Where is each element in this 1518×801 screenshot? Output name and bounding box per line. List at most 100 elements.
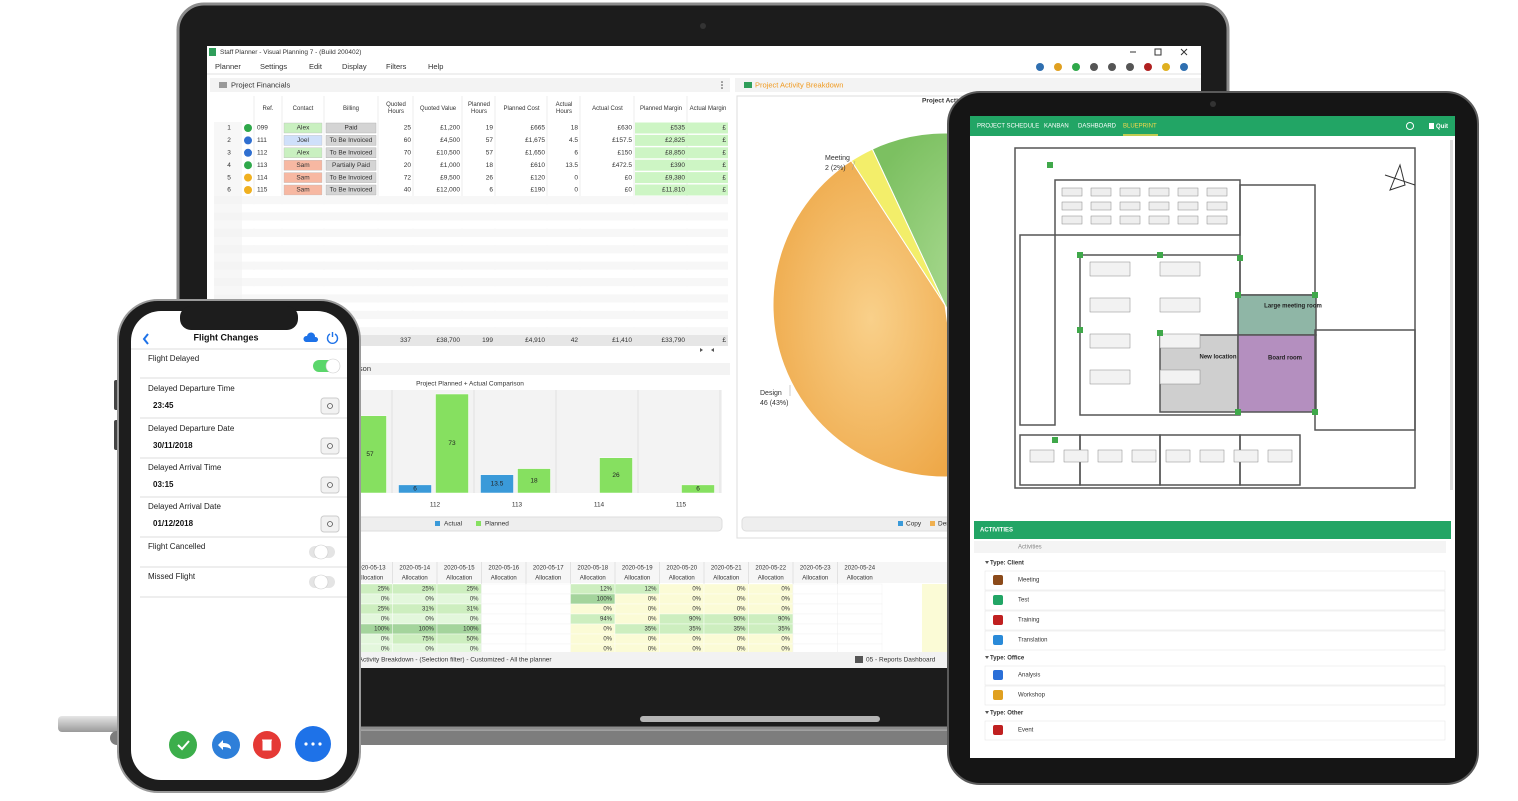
activity-item[interactable]: Translation — [1018, 638, 1047, 644]
menu-item[interactable]: Display — [342, 62, 367, 71]
cell: £ — [722, 125, 726, 132]
activity-item[interactable]: Workshop — [1018, 693, 1046, 699]
column-header: Actual Hours — [556, 102, 573, 115]
toolbar-icon[interactable] — [1126, 63, 1134, 71]
panel-menu-dot — [721, 84, 723, 86]
toolbar-icon[interactable] — [1054, 63, 1062, 71]
more-dot — [304, 742, 308, 746]
window-close[interactable] — [1180, 48, 1188, 56]
laptop-notch — [640, 716, 880, 722]
reset-button[interactable] — [320, 397, 340, 415]
group-caret — [985, 711, 989, 714]
action-button[interactable] — [169, 731, 197, 759]
desk — [1061, 215, 1083, 225]
back-button[interactable] — [142, 333, 149, 345]
toolbar-icon[interactable] — [1180, 63, 1188, 71]
activity-item[interactable]: Event — [1018, 728, 1034, 734]
plan-room — [1314, 329, 1416, 431]
floor-plan: Large meeting room New location Board room — [975, 140, 1450, 496]
grid-cell — [525, 633, 571, 645]
menu-item[interactable]: Edit — [309, 62, 323, 71]
activities-bar — [974, 521, 1451, 539]
nav-tab[interactable]: BLUEPRINT — [1123, 124, 1157, 130]
contact-badge — [283, 147, 323, 159]
cell: £535 — [671, 125, 686, 132]
cell: 113 — [257, 162, 268, 169]
plan-background — [975, 140, 1450, 496]
reset-button[interactable] — [320, 476, 340, 494]
date-header: 2020-05-24 — [844, 566, 875, 572]
grid-value: 0% — [648, 617, 657, 623]
toolbar-icon[interactable] — [1162, 63, 1170, 71]
activity-icon — [993, 615, 1003, 625]
empty-row — [214, 204, 728, 213]
nav-tab[interactable]: KANBAN — [1044, 124, 1069, 130]
bar — [480, 474, 514, 494]
allocation-header: Allocation — [624, 576, 650, 582]
desk — [1177, 201, 1199, 211]
refresh-icon[interactable] — [1406, 122, 1414, 130]
cell: Partially Paid — [332, 162, 370, 169]
desk — [1089, 261, 1131, 277]
window-restore[interactable] — [1154, 48, 1162, 56]
desk — [1061, 201, 1083, 211]
plan-room — [1014, 147, 1416, 489]
reset-button[interactable] — [320, 437, 340, 455]
menu-item[interactable]: Filters — [386, 62, 407, 71]
column-header: Ref. — [262, 105, 274, 112]
group-name: Type: Client — [990, 561, 1024, 567]
reset-button[interactable] — [320, 515, 340, 533]
billing-badge — [325, 172, 377, 183]
cell: 13.5 — [565, 162, 578, 169]
empty-row — [214, 319, 728, 328]
grid-cell — [792, 633, 838, 645]
toolbar-icon[interactable] — [1108, 63, 1116, 71]
allocation-header: Allocation — [446, 576, 472, 582]
power-icon[interactable] — [326, 332, 339, 344]
column-header: Billing — [343, 106, 359, 112]
legend-swatch — [476, 521, 481, 526]
legend-swatch — [898, 521, 903, 526]
status-icon — [855, 656, 863, 663]
empty-row — [214, 302, 728, 311]
toolbar-icon[interactable] — [1036, 63, 1044, 71]
toolbar-icon[interactable] — [1090, 63, 1098, 71]
cloud-icon[interactable] — [303, 332, 319, 342]
menu-item[interactable]: Planner — [215, 62, 241, 71]
column-header: Quoted Value — [419, 105, 457, 112]
activity-item[interactable]: Test — [1018, 598, 1029, 604]
desk — [1089, 297, 1131, 313]
desk — [1148, 187, 1170, 197]
nav-tab[interactable]: DASHBOARD — [1078, 124, 1117, 130]
grid-value: 31% — [422, 607, 435, 613]
toolbar-icon[interactable] — [1144, 63, 1152, 71]
cell: Joel — [297, 137, 309, 144]
room-label: Board room — [1268, 356, 1302, 362]
toggle-knob[interactable] — [325, 358, 341, 374]
contact-badge — [283, 172, 323, 183]
nav-tab[interactable]: PROJECT SCHEDULE — [977, 124, 1039, 130]
toggle-knob[interactable] — [313, 544, 329, 560]
activity-row — [984, 630, 1446, 651]
cell: £610 — [531, 162, 546, 169]
toolbar-icon[interactable] — [1072, 63, 1080, 71]
desk — [1090, 187, 1112, 197]
activity-item[interactable]: Meeting — [1018, 578, 1039, 584]
total-cell: £4,910 — [525, 337, 545, 344]
activity-item[interactable]: Training — [1018, 618, 1039, 624]
cell: 57 — [486, 137, 494, 144]
total-cell: 42 — [571, 337, 579, 344]
menu-item[interactable]: Settings — [260, 62, 287, 71]
desk — [1206, 201, 1228, 211]
grid-value: 25% — [377, 587, 390, 593]
desk — [1089, 369, 1131, 385]
activity-row — [984, 610, 1446, 631]
toggle-knob[interactable] — [313, 574, 329, 590]
grid-value: 100% — [597, 597, 613, 603]
menu-item[interactable]: Help — [428, 62, 443, 71]
bar-value-label: 73 — [448, 440, 456, 447]
activity-item[interactable]: Analysis — [1018, 673, 1040, 679]
quit-button[interactable]: Quit — [1436, 124, 1448, 130]
billing-badge — [325, 147, 377, 159]
